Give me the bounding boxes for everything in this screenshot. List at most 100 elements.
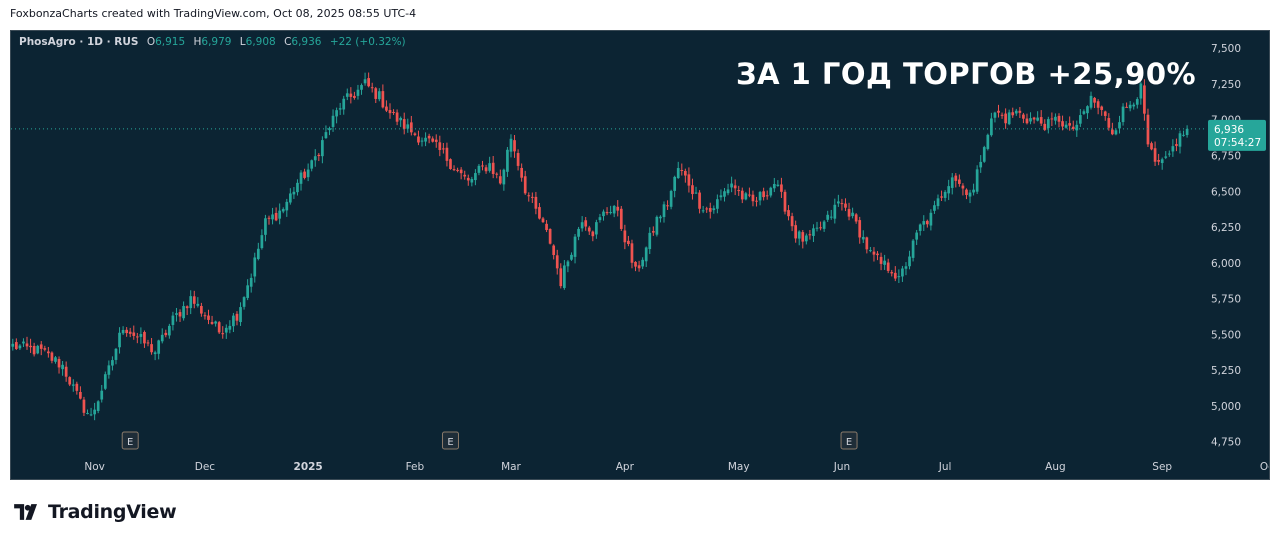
candlestick-chart[interactable]: 7,5007,2507,0006,7506,5006,2506,0005,750… xyxy=(11,31,1270,480)
candle-body xyxy=(303,171,306,178)
candle-body xyxy=(14,342,18,350)
candle-body xyxy=(160,334,164,342)
candle-body xyxy=(50,352,54,361)
candle-body xyxy=(740,190,744,200)
candle-body xyxy=(598,217,602,221)
candle-body xyxy=(1139,83,1143,99)
candle-body xyxy=(705,208,709,210)
candle-body xyxy=(288,193,292,203)
candle-body xyxy=(456,169,459,171)
price-tag-value: 6,936 xyxy=(1214,124,1244,136)
candle-body xyxy=(299,172,303,184)
candle-body xyxy=(356,89,360,96)
candle-body xyxy=(990,118,993,136)
candle-body xyxy=(1093,97,1096,103)
candle-body xyxy=(1061,121,1064,127)
candle-body xyxy=(68,377,72,385)
candle-body xyxy=(876,253,879,256)
y-tick-label: 6,500 xyxy=(1211,186,1241,198)
candle-body xyxy=(196,303,200,306)
candle-body xyxy=(1000,114,1004,116)
candle-body xyxy=(459,169,463,174)
candle-body xyxy=(377,91,381,100)
candle-body xyxy=(317,154,321,157)
candle-body xyxy=(481,165,484,167)
candle-body xyxy=(434,139,438,142)
candle-body xyxy=(164,332,168,336)
candle-body xyxy=(627,240,630,245)
candle-body xyxy=(748,194,751,196)
candle-body xyxy=(566,261,570,267)
candle-body xyxy=(1157,160,1160,162)
candle-body xyxy=(417,136,420,143)
candle-body xyxy=(143,332,146,344)
candle-body xyxy=(274,212,278,221)
candle-body xyxy=(1018,110,1022,113)
candle-body xyxy=(306,169,310,178)
candle-body xyxy=(726,189,730,194)
candle-body xyxy=(1164,156,1168,158)
candle-body xyxy=(103,374,107,389)
candle-body xyxy=(424,137,427,142)
candle-body xyxy=(666,205,669,207)
low-value: 6,908 xyxy=(245,36,276,48)
candle-body xyxy=(363,79,367,84)
x-tick-label: Aug xyxy=(1045,461,1066,473)
candle-body xyxy=(61,364,64,370)
candle-body xyxy=(893,272,897,279)
candle-body xyxy=(381,91,385,108)
candle-body xyxy=(634,261,637,267)
candle-body xyxy=(755,200,758,202)
candle-body xyxy=(783,191,787,212)
candle-body xyxy=(132,332,136,336)
candle-body xyxy=(1096,101,1100,108)
candle-body xyxy=(986,134,990,149)
candle-body xyxy=(192,296,196,304)
candle-body xyxy=(965,189,968,195)
candle-body xyxy=(470,179,474,183)
candle-body xyxy=(271,214,274,220)
candle-body xyxy=(1082,111,1086,114)
candle-body xyxy=(833,204,837,219)
candle-body xyxy=(509,138,513,152)
x-tick-label: Sep xyxy=(1152,461,1172,473)
candle-body xyxy=(345,93,349,97)
candle-body xyxy=(584,220,588,227)
open-value: 6,915 xyxy=(155,36,186,48)
candle-body xyxy=(214,321,217,324)
candle-body xyxy=(612,205,616,214)
candle-body xyxy=(29,345,32,348)
candle-body xyxy=(506,149,509,172)
candle-body xyxy=(22,341,25,344)
candle-body xyxy=(47,351,50,354)
earnings-marker xyxy=(121,431,139,450)
candle-body xyxy=(869,250,872,252)
candle-body xyxy=(125,329,129,334)
candle-body xyxy=(409,122,413,133)
candle-body xyxy=(901,268,904,277)
candle-body xyxy=(79,391,82,399)
earnings-marker-label: E xyxy=(447,437,453,448)
candle-body xyxy=(242,297,246,307)
candle-body xyxy=(595,222,598,235)
candle-body xyxy=(918,224,922,231)
candle-body xyxy=(267,217,271,219)
candle-body xyxy=(374,88,378,99)
candle-body xyxy=(968,192,972,197)
candle-body xyxy=(256,248,260,259)
candle-body xyxy=(723,191,726,197)
x-tick-label: May xyxy=(728,461,750,473)
chart-panel[interactable]: 7,5007,2507,0006,7506,5006,2506,0005,750… xyxy=(10,30,1270,480)
candle-body xyxy=(929,212,933,226)
candle-body xyxy=(758,192,762,201)
candle-body xyxy=(527,195,531,197)
candle-body xyxy=(313,156,317,161)
candle-body xyxy=(338,108,342,110)
candle-body xyxy=(210,322,214,324)
x-tick-label: 2025 xyxy=(294,461,323,473)
candle-body xyxy=(780,184,783,192)
candle-body xyxy=(573,236,577,257)
candle-body xyxy=(552,245,556,255)
candle-body xyxy=(1114,130,1118,135)
candle-body xyxy=(737,190,741,192)
